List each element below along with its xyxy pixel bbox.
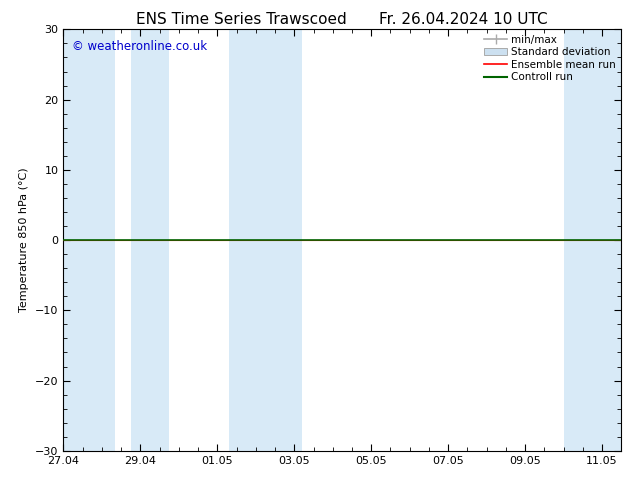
Text: Fr. 26.04.2024 10 UTC: Fr. 26.04.2024 10 UTC (378, 12, 547, 27)
Bar (260, 29, 302, 451)
Text: ENS Time Series Trawscoed: ENS Time Series Trawscoed (136, 12, 346, 27)
Bar (229, 29, 260, 451)
Bar (131, 29, 169, 451)
Text: © weatheronline.co.uk: © weatheronline.co.uk (72, 40, 207, 53)
Bar (564, 29, 621, 451)
Bar (63, 29, 115, 451)
Legend: min/max, Standard deviation, Ensemble mean run, Controll run: min/max, Standard deviation, Ensemble me… (482, 32, 618, 84)
Y-axis label: Temperature 850 hPa (°C): Temperature 850 hPa (°C) (20, 168, 30, 313)
